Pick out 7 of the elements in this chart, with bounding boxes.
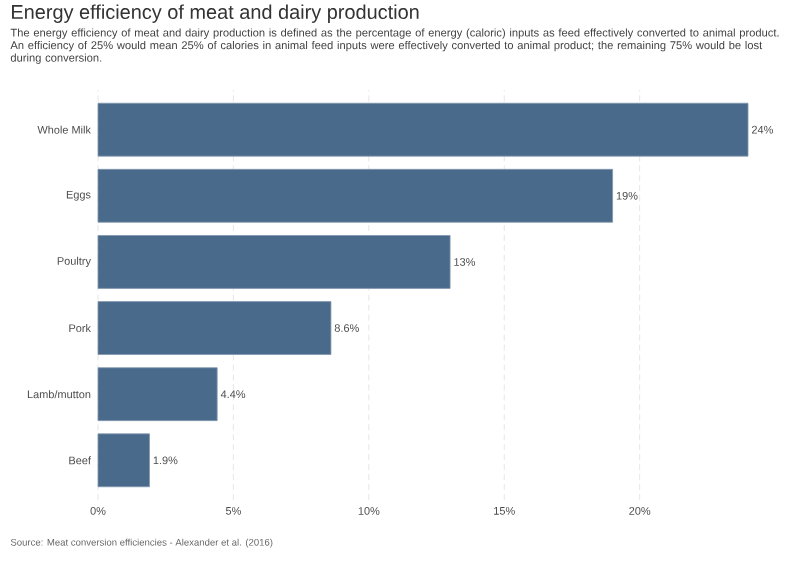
bar	[97, 168, 613, 223]
bar	[97, 301, 332, 355]
bar	[97, 433, 150, 488]
bar	[97, 235, 451, 289]
bar	[97, 367, 218, 422]
bar	[97, 102, 749, 157]
chart-title: Energy efficiency of meat and dairy production	[12, 4, 419, 23]
